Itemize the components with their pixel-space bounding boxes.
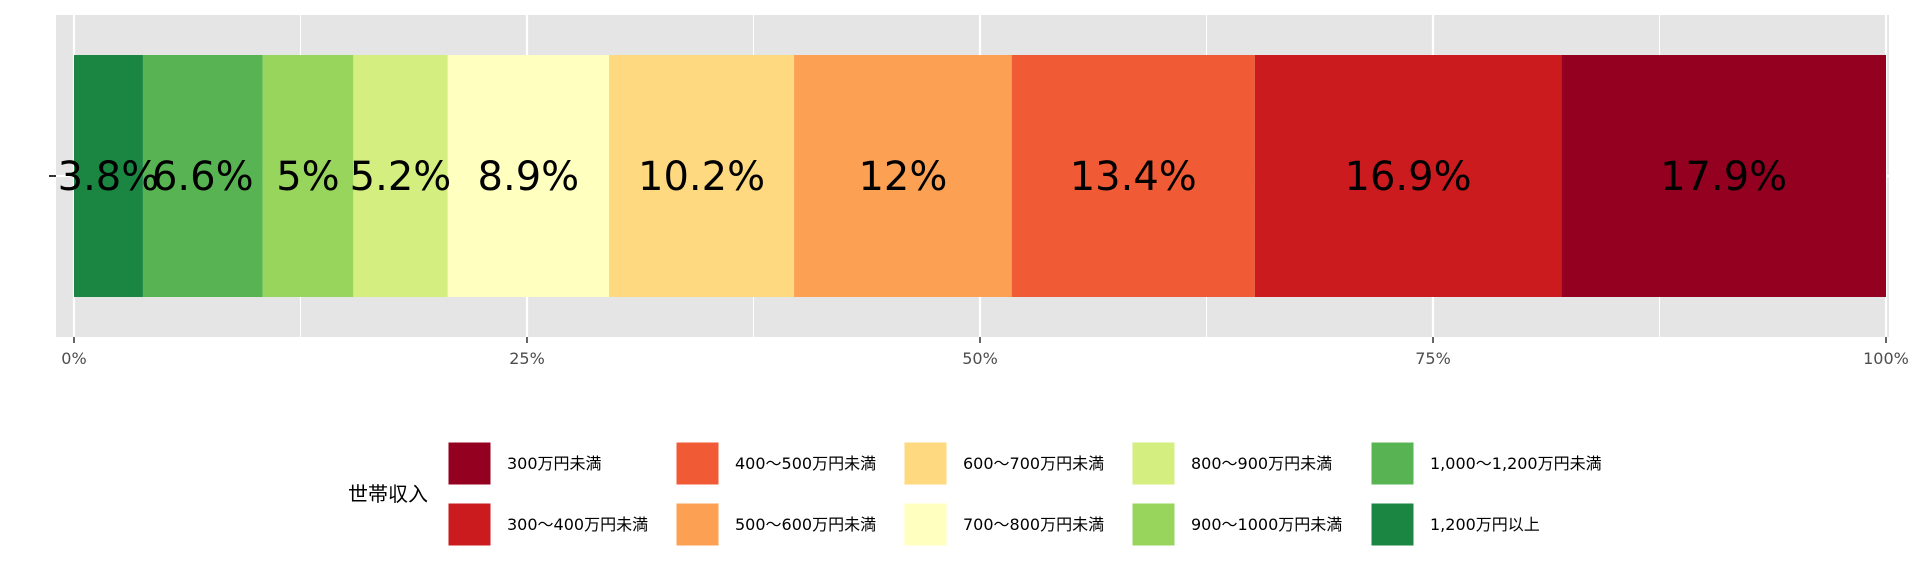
bar-segment <box>1011 55 1255 297</box>
data-label: 6.6% <box>152 154 254 200</box>
data-label: 10.2% <box>638 154 765 200</box>
data-label: 8.9% <box>478 154 580 200</box>
legend-key <box>1370 441 1415 486</box>
legend-label: 1,200万円以上 <box>1430 515 1540 534</box>
data-label: 17.9% <box>1660 154 1787 200</box>
bar-segment <box>1561 55 1886 297</box>
legend-key <box>447 502 492 547</box>
bar-segment <box>353 55 448 297</box>
data-label: 16.9% <box>1345 154 1472 200</box>
legend-label: 700〜800万円未満 <box>963 515 1104 534</box>
legend-title: 世帯収入 <box>348 482 428 506</box>
legend-label: 400〜500万円未満 <box>735 454 876 473</box>
x-tick-label: 100% <box>1863 349 1909 368</box>
legend-key <box>903 502 948 547</box>
data-label: 3.8% <box>58 154 160 200</box>
legend-key <box>1131 441 1176 486</box>
data-label: 13.4% <box>1070 154 1197 200</box>
legend-label: 1,000〜1,200万円未満 <box>1430 454 1602 473</box>
segment-labels: 3.8%6.6% 5% 5.2% 8.9% 10.2% 12% 13.4% 16.9% 17.9… <box>58 154 1788 200</box>
bar-segment <box>447 55 610 297</box>
bar-segment <box>1254 55 1562 297</box>
data-label: 5.2% <box>350 154 452 200</box>
legend-key <box>675 441 720 486</box>
legend-label: 600〜700万円未満 <box>963 454 1104 473</box>
legend-key <box>1370 502 1415 547</box>
bar-segment <box>609 55 795 297</box>
x-tick-label: 75% <box>1415 349 1451 368</box>
legend-key <box>675 502 720 547</box>
x-tick-label: 50% <box>962 349 998 368</box>
legend-label: 800〜900万円未満 <box>1191 454 1332 473</box>
legend-label: 300〜400万円未満 <box>507 515 648 534</box>
bar-segment <box>74 55 143 297</box>
x-tick-label: 25% <box>509 349 545 368</box>
bar-segment <box>262 55 354 297</box>
bar-segments <box>74 55 1886 297</box>
legend-key <box>1131 502 1176 547</box>
data-label: 12% <box>858 154 947 200</box>
legend-label: 900〜1000万円未満 <box>1191 515 1342 534</box>
x-axis-ticks: 0% 25% 50% 75% 100% <box>49 175 1909 368</box>
data-label: 5% <box>276 154 339 200</box>
legend-key <box>447 441 492 486</box>
bar-segment <box>142 55 263 297</box>
legend-label: 300万円未満 <box>507 454 602 473</box>
legend-key <box>903 441 948 486</box>
legend: 世帯収入 300万円未満 300〜400万円未満 400〜500万円未満 500〜60… <box>348 441 1602 547</box>
bar-segment <box>794 55 1012 297</box>
x-tick-label: 0% <box>61 349 86 368</box>
legend-label: 500〜600万円未満 <box>735 515 876 534</box>
